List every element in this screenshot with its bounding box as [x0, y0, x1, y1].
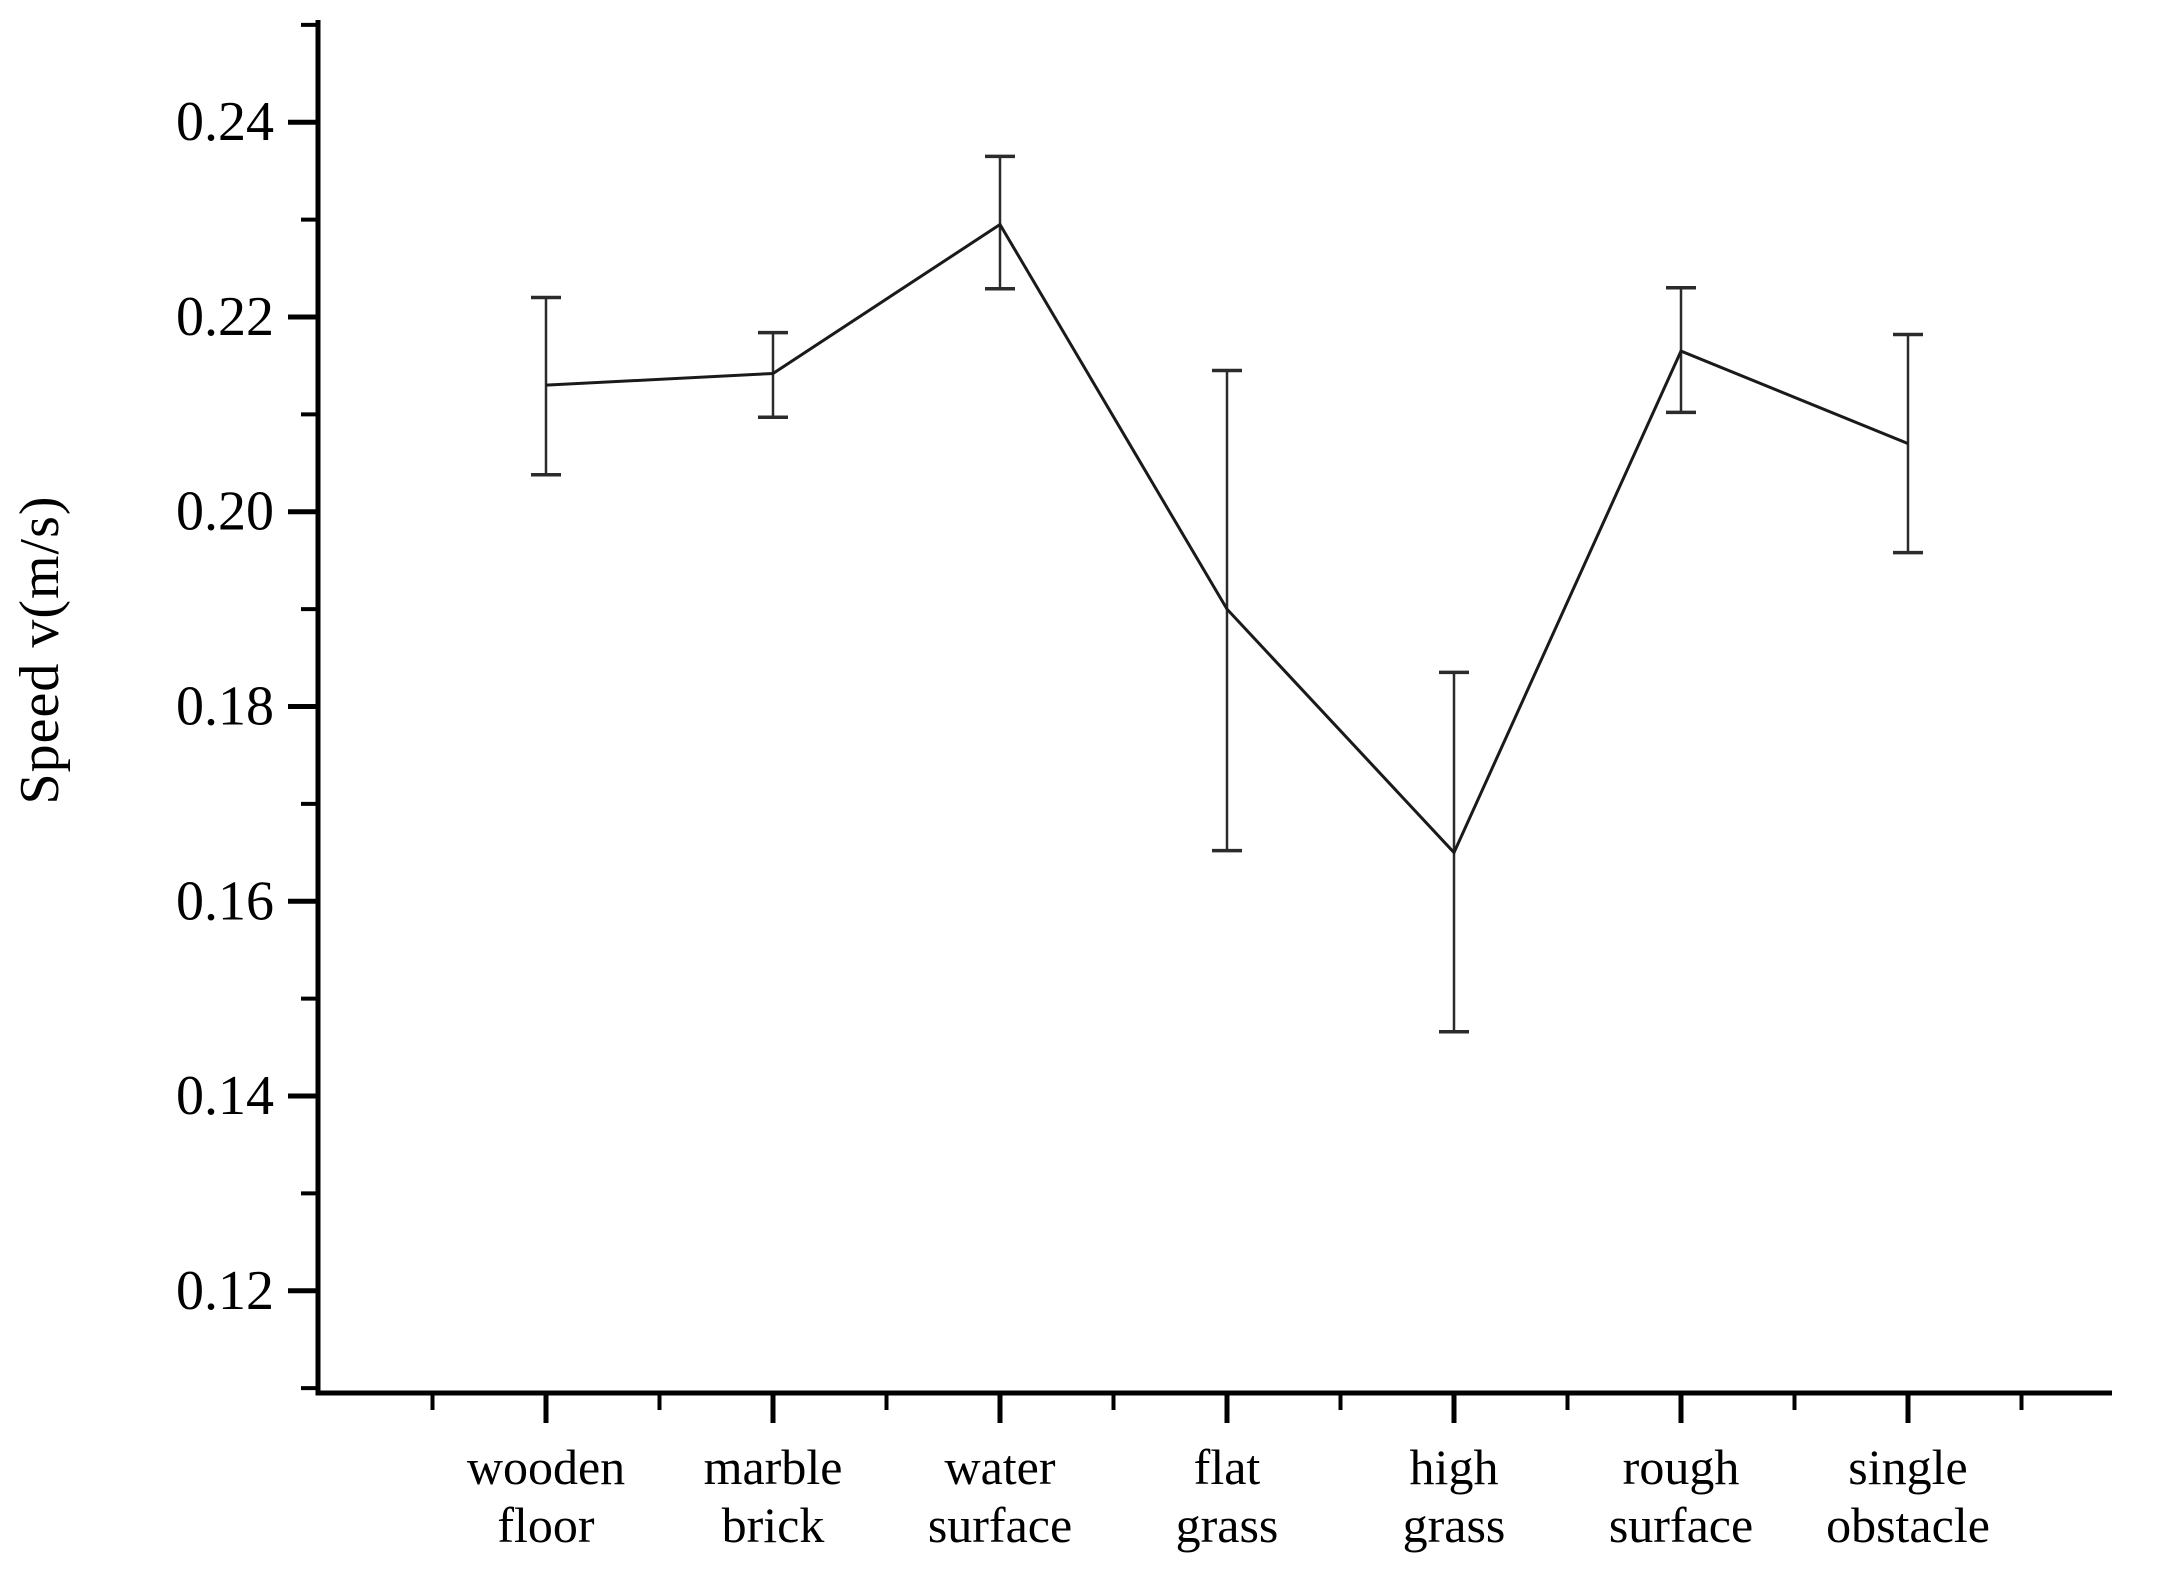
y-axis-title: Speed v(m/s)	[9, 495, 71, 804]
y-tick-label: 0.18	[176, 676, 274, 738]
plot-area: 0.12 0.14 0.16 0.18 0.20 0.22 0.24 wooden floor m…	[176, 20, 2112, 1553]
data-line	[545, 222, 1909, 856]
y-tick-label: 0.14	[176, 1065, 274, 1127]
y-tick-label: 0.22	[176, 286, 274, 348]
x-category-label: rough surface	[1609, 1439, 1753, 1553]
y-tick-label: 0.12	[176, 1260, 274, 1322]
x-category-label: water surface	[928, 1439, 1072, 1553]
x-category-label: single obstacle	[1826, 1439, 1990, 1553]
y-tick-label: 0.24	[176, 91, 274, 153]
x-category-label: flat grass	[1176, 1439, 1279, 1553]
x-category-label: marble brick	[704, 1439, 843, 1553]
y-tick-label: 0.20	[176, 481, 274, 543]
x-category-label: high grass	[1403, 1439, 1506, 1553]
x-category-label: wooden floor	[467, 1439, 625, 1553]
y-tick-label: 0.16	[176, 870, 274, 932]
